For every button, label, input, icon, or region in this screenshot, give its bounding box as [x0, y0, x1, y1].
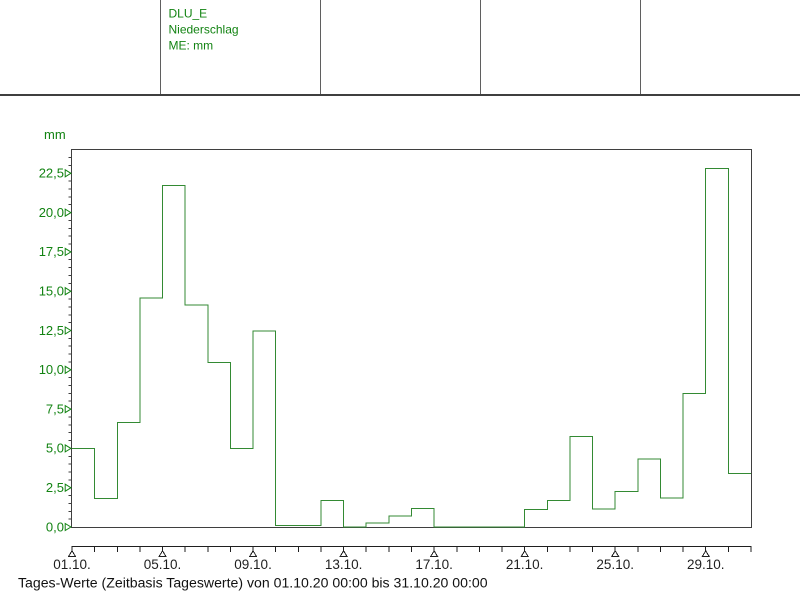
svg-text:12,5: 12,5 — [39, 323, 64, 338]
svg-text:DLU_E: DLU_E — [169, 7, 208, 21]
svg-text:10,0: 10,0 — [39, 362, 64, 377]
svg-text:mm: mm — [44, 127, 66, 142]
svg-text:Tages-Werte (Zeitbasis Tageswe: Tages-Werte (Zeitbasis Tageswerte) von 0… — [18, 575, 488, 591]
svg-text:2,5: 2,5 — [46, 480, 64, 495]
svg-text:05.10.: 05.10. — [144, 557, 182, 572]
svg-text:13.10.: 13.10. — [325, 557, 363, 572]
svg-text:21.10.: 21.10. — [506, 557, 544, 572]
svg-text:15,0: 15,0 — [39, 284, 64, 299]
svg-text:Niederschlag: Niederschlag — [169, 23, 239, 37]
svg-text:01.10.: 01.10. — [53, 557, 91, 572]
svg-text:22,5: 22,5 — [39, 166, 64, 181]
svg-text:09.10.: 09.10. — [234, 557, 272, 572]
svg-text:17,5: 17,5 — [39, 244, 64, 259]
svg-text:ME: mm: ME: mm — [169, 39, 214, 53]
svg-text:5,0: 5,0 — [46, 441, 64, 456]
svg-text:29.10.: 29.10. — [687, 557, 725, 572]
svg-text:0,0: 0,0 — [46, 519, 64, 534]
svg-text:17.10.: 17.10. — [415, 557, 453, 572]
svg-text:25.10.: 25.10. — [596, 557, 634, 572]
svg-text:20,0: 20,0 — [39, 205, 64, 220]
svg-text:7,5: 7,5 — [46, 401, 64, 416]
